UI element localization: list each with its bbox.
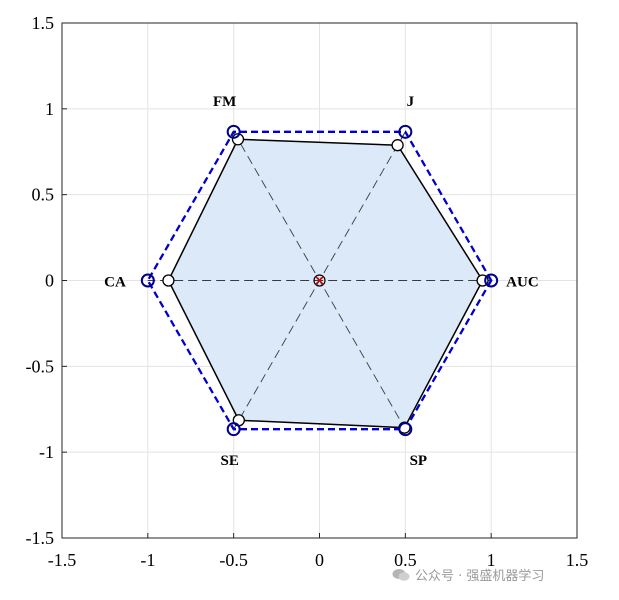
y-tick-label: -0.5 bbox=[26, 356, 55, 376]
vertex-label-fm: FM bbox=[213, 94, 236, 110]
center-marker-ring bbox=[313, 274, 326, 287]
tick-labels: -1.5 -1 -0.5 0 0.5 1 1.5 1.5 1 0.5 0 -0.5 -1 -1.5 bbox=[26, 13, 589, 570]
plot-frame bbox=[61, 22, 578, 539]
y-tick-label: 1.5 bbox=[32, 13, 55, 33]
vertex-label-ca: CA bbox=[104, 275, 126, 291]
y-tick-label: 0 bbox=[45, 271, 54, 291]
data-point-marker bbox=[231, 133, 245, 146]
x-tick-label: -0.5 bbox=[219, 550, 248, 570]
watermark-text: 公众号 · 强盛机器学习 bbox=[415, 569, 545, 584]
reference-point-marker bbox=[226, 124, 241, 139]
x-tick-label: 1.5 bbox=[566, 550, 589, 570]
data-point-marker bbox=[391, 139, 404, 152]
center-marker-cross bbox=[315, 276, 324, 285]
wechat-icon bbox=[392, 568, 410, 581]
x-tick-label: 0 bbox=[315, 550, 324, 570]
vertex-label-se: SE bbox=[220, 453, 238, 469]
x-tick-label: 0.5 bbox=[394, 550, 417, 570]
x-tick-label: -1 bbox=[140, 550, 155, 570]
y-tick-label: -1.5 bbox=[26, 528, 55, 548]
y-tick-label: 0.5 bbox=[32, 185, 55, 205]
vertex-labels: AUC J FM CA SE SP bbox=[104, 94, 539, 469]
vertex-label-sp: SP bbox=[410, 453, 428, 469]
y-tick-label: 1 bbox=[45, 99, 54, 119]
y-tick-label: -1 bbox=[39, 442, 54, 462]
data-series-fill bbox=[168, 139, 483, 428]
reference-point-marker bbox=[226, 422, 241, 437]
x-tick-label: -1.5 bbox=[48, 550, 77, 570]
vertex-label-auc: AUC bbox=[506, 275, 538, 291]
watermark: 公众号 · 强盛机器学习 bbox=[392, 565, 544, 584]
x-tick-label: 1 bbox=[487, 550, 496, 570]
reference-point-marker bbox=[398, 124, 413, 139]
reference-point-marker bbox=[140, 273, 155, 288]
series-layer bbox=[140, 124, 499, 437]
reference-point-marker bbox=[484, 273, 499, 288]
vertex-label-j: J bbox=[407, 94, 415, 110]
reference-point-marker bbox=[398, 422, 413, 437]
data-point-marker bbox=[162, 274, 175, 287]
